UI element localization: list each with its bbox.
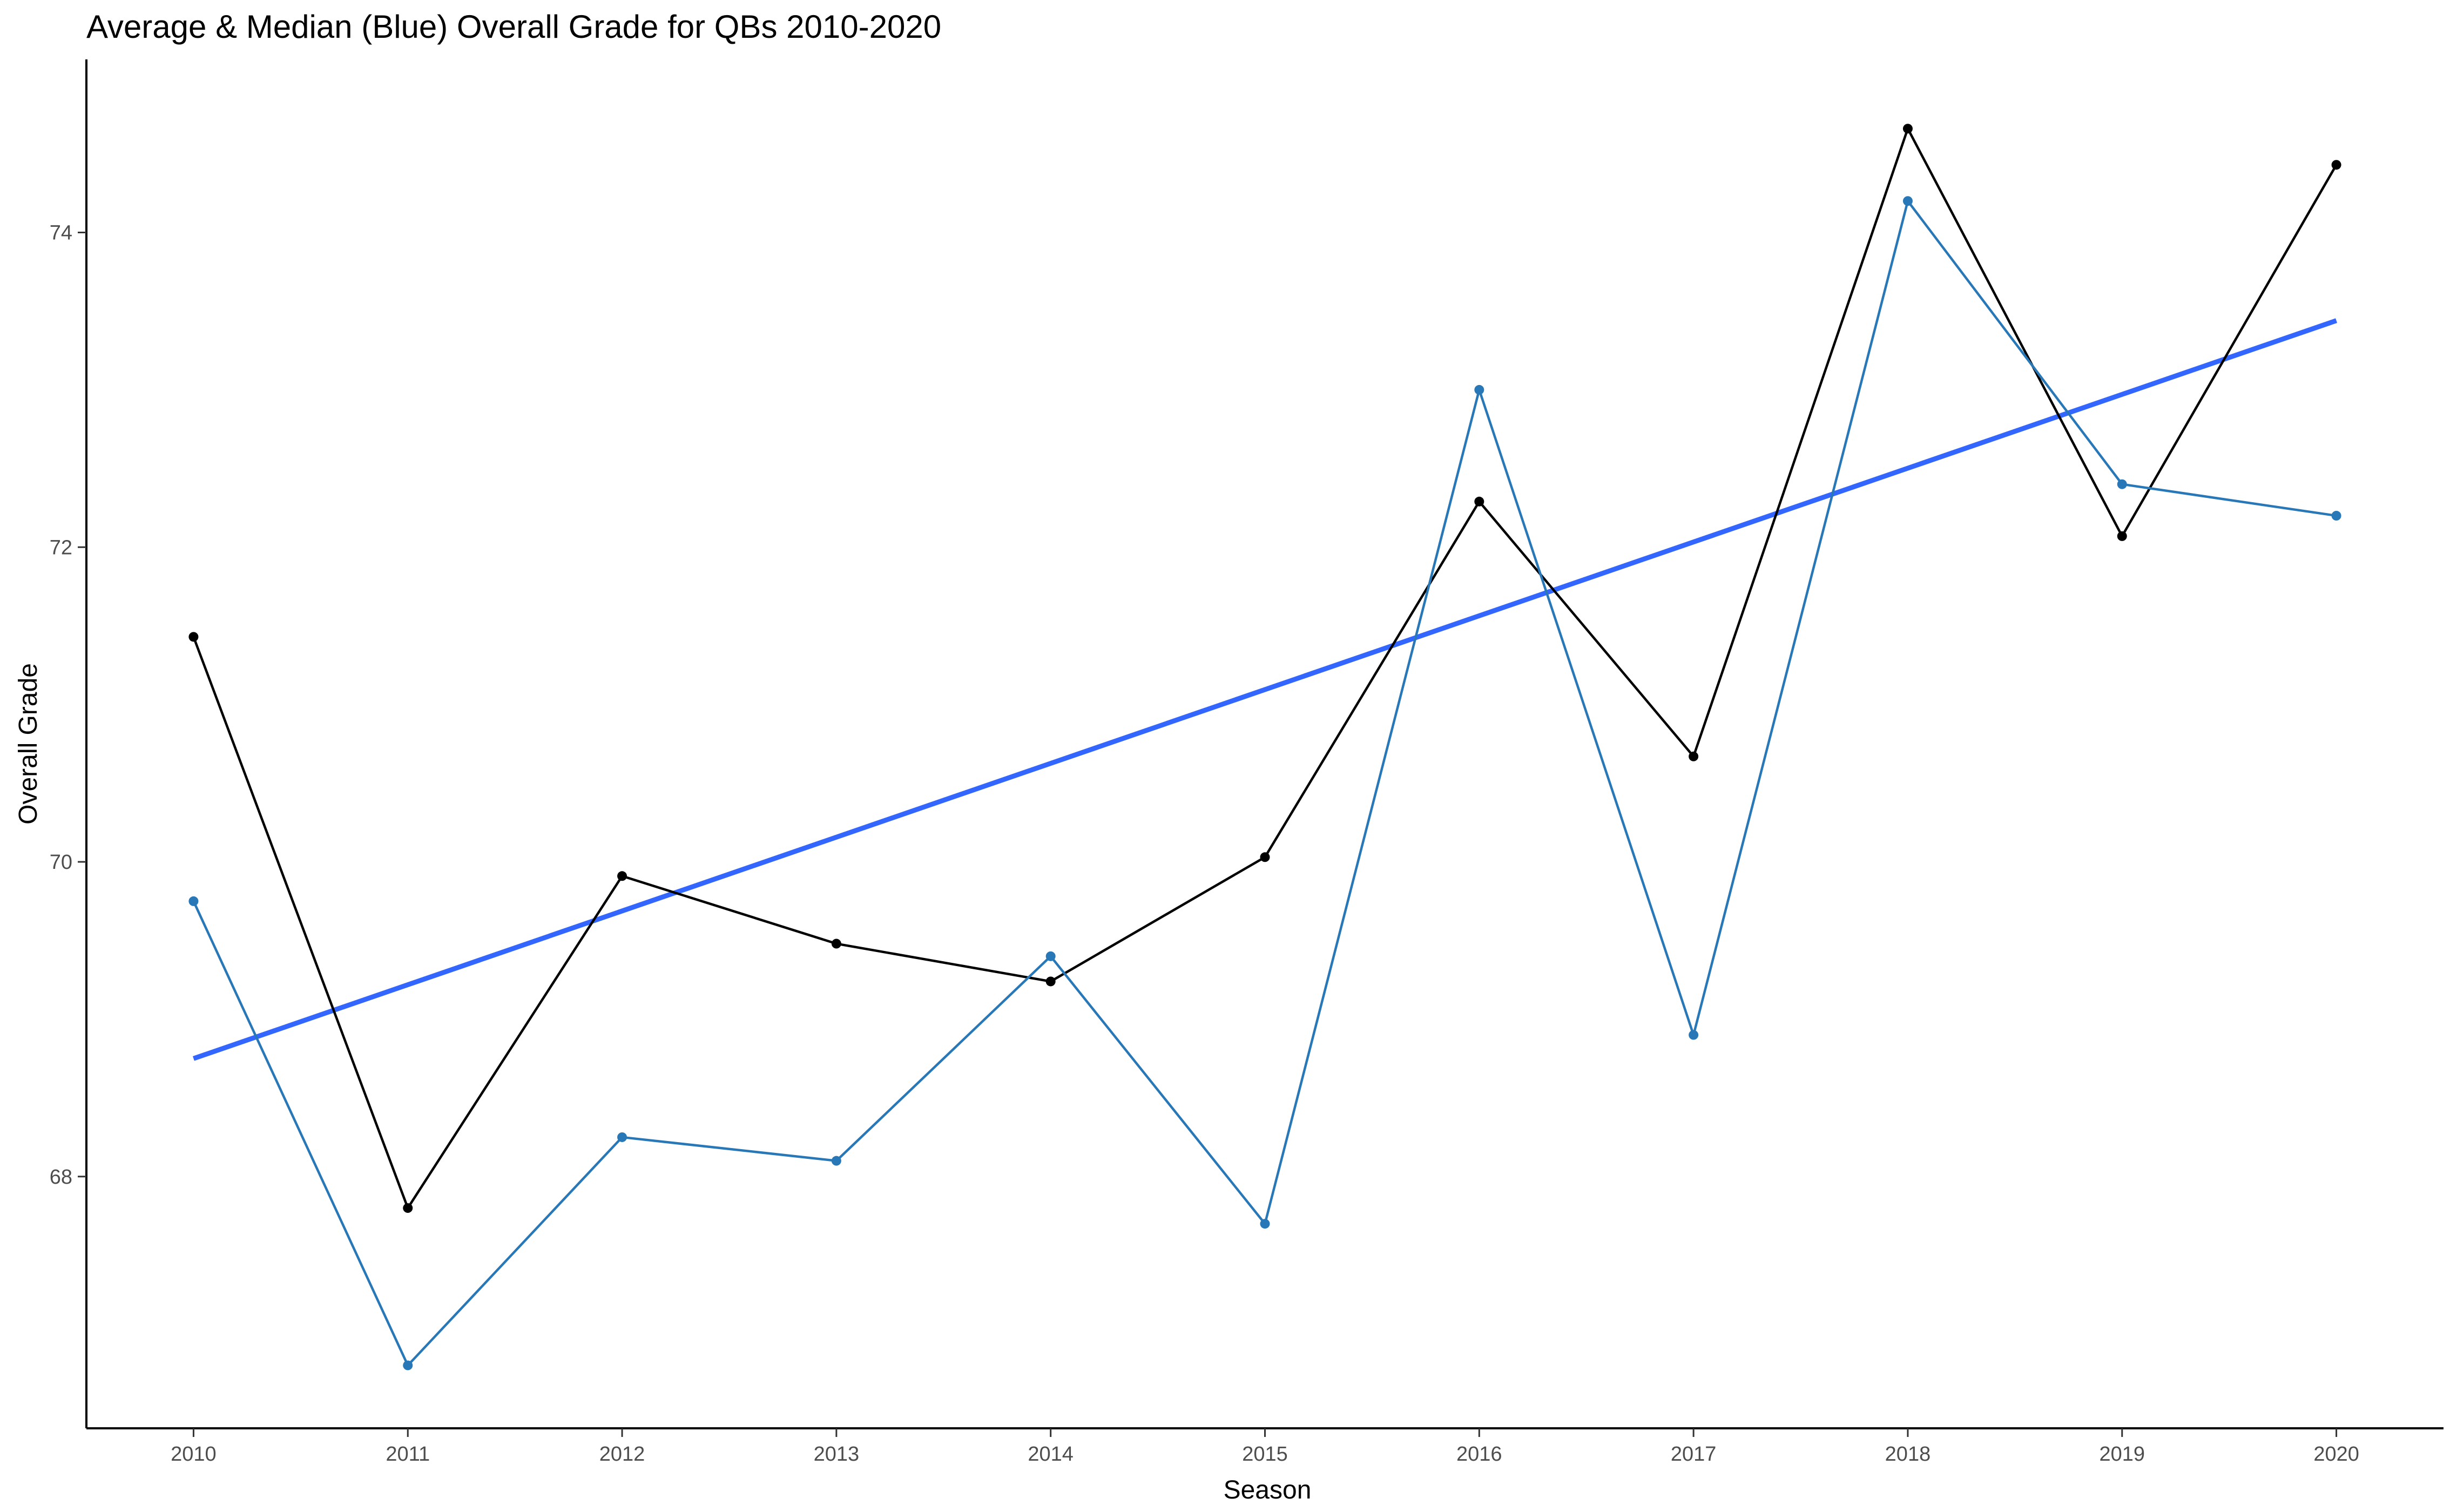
data-point bbox=[1689, 751, 1699, 761]
series-1 bbox=[188, 124, 2341, 1213]
data-point bbox=[617, 1132, 627, 1142]
x-tick-label: 2019 bbox=[2099, 1443, 2145, 1466]
data-point bbox=[1902, 196, 1913, 206]
data-point bbox=[188, 896, 199, 906]
x-tick-label: 2018 bbox=[1885, 1443, 1931, 1466]
y-tick-label: 72 bbox=[50, 536, 72, 559]
data-point bbox=[1045, 976, 1056, 987]
data-point bbox=[831, 939, 841, 949]
series-line bbox=[192, 198, 2337, 1368]
x-tick-label: 2015 bbox=[1242, 1443, 1288, 1466]
data-point bbox=[2117, 479, 2127, 489]
data-point bbox=[1689, 1030, 1699, 1040]
axes: 68 70 72 74 2010 2011 2012 2013 2014 2015 2016 2017… bbox=[50, 59, 2444, 1466]
trend-line bbox=[192, 318, 2338, 1061]
data-point bbox=[831, 1156, 841, 1166]
data-point bbox=[1260, 852, 1270, 862]
data-point bbox=[2331, 160, 2341, 170]
chart-title: Average & Median (Blue) Overall Grade fo… bbox=[86, 9, 941, 45]
data-point bbox=[188, 632, 199, 642]
y-tick-label: 74 bbox=[50, 222, 72, 245]
data-point bbox=[1474, 384, 1484, 395]
data-point bbox=[403, 1203, 413, 1213]
x-tick-label: 2013 bbox=[814, 1443, 860, 1466]
y-tick-label: 68 bbox=[50, 1166, 72, 1189]
y-axis-label: Overall Grade bbox=[14, 663, 43, 825]
series-layer bbox=[188, 124, 2341, 1371]
data-point bbox=[1902, 124, 1913, 134]
series-line bbox=[192, 125, 2338, 1211]
x-tick-label: 2012 bbox=[599, 1443, 645, 1466]
data-point bbox=[403, 1360, 413, 1371]
data-point bbox=[617, 871, 627, 881]
data-point bbox=[1260, 1219, 1270, 1229]
data-point bbox=[1045, 951, 1056, 961]
x-axis-label: Season bbox=[1224, 1476, 1312, 1504]
data-point bbox=[1474, 496, 1484, 507]
x-tick-label: 2020 bbox=[2313, 1443, 2359, 1466]
trend-line-layer bbox=[192, 318, 2338, 1061]
y-tick-label: 70 bbox=[50, 851, 72, 874]
x-tick-label: 2014 bbox=[1028, 1443, 1074, 1466]
x-tick-label: 2011 bbox=[386, 1443, 430, 1466]
x-tick-label: 2017 bbox=[1671, 1443, 1717, 1466]
x-tick-label: 2016 bbox=[1456, 1443, 1502, 1466]
x-tick-label: 2010 bbox=[171, 1443, 217, 1466]
series-2 bbox=[188, 196, 2341, 1371]
data-point bbox=[2331, 511, 2341, 521]
data-point bbox=[2117, 531, 2127, 541]
